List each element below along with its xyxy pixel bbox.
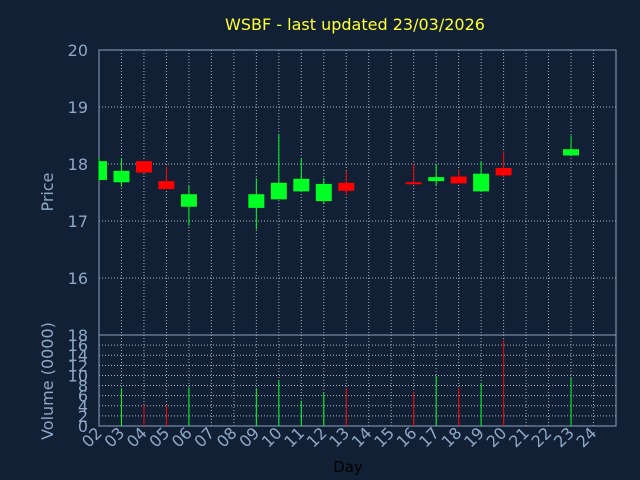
candle-body	[113, 170, 130, 183]
candle-body	[270, 182, 287, 200]
candle-body	[315, 183, 332, 202]
candle-body	[428, 177, 445, 182]
volume-tick-label: 18	[68, 326, 88, 345]
candle-body	[180, 194, 197, 207]
volume-tick-label: 6	[78, 387, 88, 406]
x-axis-label: Day	[333, 458, 363, 476]
volume-tick-label: 12	[68, 356, 88, 375]
volume-tick-label: 16	[68, 336, 88, 355]
price-tick-label: 17	[68, 212, 88, 231]
candle-body	[248, 194, 265, 208]
volume-tick-label: 2	[78, 407, 88, 426]
chart-title: WSBF - last updated 23/03/2026	[225, 15, 485, 34]
candle-body	[450, 176, 467, 184]
volume-axis-label: Volume (0000)	[38, 322, 57, 440]
candle-body	[473, 173, 490, 192]
volume-tick-label: 10	[68, 366, 88, 385]
candle-body	[158, 181, 175, 190]
price-tick-label: 20	[68, 41, 88, 60]
candle-body	[495, 167, 512, 176]
candle-body	[405, 182, 422, 185]
volume-tick-label: 14	[68, 346, 88, 365]
price-tick-label: 18	[68, 155, 88, 174]
price-panel: 16 17 18 19 20	[68, 41, 617, 336]
price-axis-label: Price	[38, 172, 57, 211]
candle-body	[338, 182, 355, 191]
volume-tick-label: 0	[78, 417, 88, 436]
volume-tick-label: 4	[78, 397, 88, 416]
volume-tick-label: 8	[78, 377, 88, 396]
candle-body	[563, 149, 580, 156]
price-tick-label: 16	[68, 269, 88, 288]
candle-body	[135, 161, 152, 173]
volume-plot-frame	[98, 334, 617, 427]
candle-body	[99, 161, 107, 180]
price-tick-label: 19	[68, 98, 88, 117]
candle-body	[293, 178, 310, 192]
